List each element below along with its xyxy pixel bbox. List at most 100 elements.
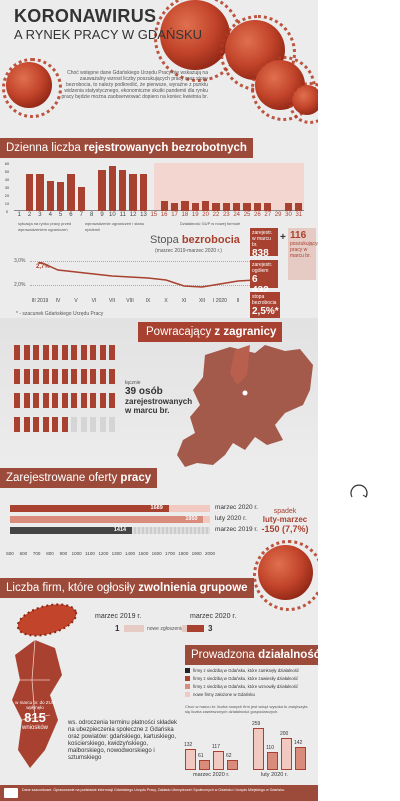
x-tick-label: 6 [69, 212, 73, 218]
business-bar-value: 259 [252, 721, 261, 728]
person-icon [71, 393, 77, 408]
offers-drop: spadek luty-marzec -150 (7,7%) [261, 508, 309, 534]
offer-bar-value: 1414 [113, 527, 127, 533]
person-icon [90, 369, 96, 384]
legend-text: nowe firmy założone w Gdańsku [193, 692, 255, 697]
rate-subtitle: (marzec 2019-marzec 2020 r.) [155, 248, 222, 254]
stat-registered-march: zarejestr. w marcu br. 838 [250, 228, 278, 259]
zus-text: ws. odroczenia terminu płatności składek… [68, 720, 178, 761]
region-borders [20, 640, 51, 721]
x-tick-label: 9 [100, 212, 104, 218]
x-axis: 1 2 3 4 5 6 7 8 9 10 11 12 13 15 16 17 18 19 20 22 23 24 25 26 2… [14, 212, 304, 220]
offer-bar [10, 527, 132, 534]
business-bar-value: 117 [212, 744, 220, 751]
person-icon [23, 369, 30, 384]
month-label: II [236, 298, 240, 304]
virus-illustration [1, 57, 63, 119]
offer-bar-value: 1689 [150, 505, 163, 511]
business-chart: 132 61 117 62 marzec 2020 r. 259 110 200 142 luty… [184, 721, 315, 780]
person-icon [14, 345, 20, 360]
daily-bar [233, 203, 241, 211]
daily-bar [212, 203, 220, 211]
y-tick-label: 20 [4, 193, 10, 198]
x-tick-label: 11 [119, 212, 126, 218]
person-icon [90, 417, 96, 432]
europe-shape [177, 345, 313, 467]
legend-swatch [185, 676, 190, 682]
person-icon [52, 369, 58, 384]
business-bar [199, 760, 210, 770]
legend-item: nowe firmy założone w Gdańsku [185, 692, 255, 698]
x-tick-label: 10 [109, 212, 116, 218]
business-bar [213, 751, 224, 770]
daily-bar [181, 201, 189, 211]
offer-bar [10, 505, 169, 512]
business-bar-value: 110 [266, 745, 274, 752]
business-group-label: luty 2020 r. [261, 772, 288, 778]
layoffs-col2: marzec 2020 r. [190, 613, 237, 620]
x-tick-label: 2 [27, 212, 32, 218]
person-icon [23, 345, 30, 360]
month-label: VIII [126, 298, 134, 304]
virus-illustration [253, 540, 318, 611]
x-tick-label: 20 [202, 212, 209, 218]
logo [4, 788, 18, 798]
person-icon [90, 345, 96, 360]
section-title-layoffs: Liczba firm, które ogłosiły zwolnienia g… [0, 578, 254, 598]
daily-bar [56, 182, 65, 211]
business-bar-value: 132 [184, 741, 193, 748]
person-icon [80, 393, 87, 408]
zus-box: w marcu br. do ZUS wpłynęło 815 wniosków [15, 700, 55, 731]
x-tick-label: 7 [79, 212, 83, 218]
person-icon [23, 393, 30, 408]
person-icon [42, 369, 49, 384]
loading-spinner-icon [350, 484, 368, 498]
rate-y-top: 3,0% [14, 258, 26, 264]
person-icon [71, 417, 77, 432]
offer-bar-label: marzec 2020 r. [215, 504, 258, 511]
daily-chart: 60 50 40 30 20 10 0 1 2 3 4 5 6 7 8 9 10 11 12 13 15 16 17 18 1… [5, 161, 305, 225]
month-label: XI [181, 298, 187, 304]
person-icon [33, 393, 39, 408]
rate-line [39, 262, 257, 288]
y-tick-label: 0 [5, 209, 9, 214]
section-title-daily: Dzienna liczba rejestrowanych bezrobotny… [0, 138, 253, 158]
month-label: IX [145, 298, 151, 304]
person-icon [71, 369, 77, 384]
y-axis: 60 50 40 30 20 10 0 [2, 161, 12, 214]
offer-axis-label: 1800 [178, 551, 189, 556]
offers-x-axis: 500 600 700 800 900 1000 1100 1200 1300 1400 1500 1… [6, 551, 215, 559]
x-tick-label: 16 [160, 212, 168, 218]
x-tick-label: 31 [295, 212, 303, 218]
offer-axis-label: 1400 [124, 551, 135, 556]
daily-bar [129, 174, 137, 211]
person-icon [14, 393, 20, 408]
month-label: XII [198, 298, 206, 304]
y-tick-label: 10 [4, 201, 10, 206]
month-label: I 2020 [213, 298, 227, 304]
legend-swatch [185, 692, 190, 698]
europe-map [177, 345, 313, 467]
offer-axis-label: 1100 [85, 551, 95, 556]
daily-bar [201, 200, 210, 211]
legend-item: firmy z siedzibą w Gdańsku, które wznowi… [185, 684, 298, 690]
month-label: III 2019 [31, 298, 49, 304]
business-bar-value: 200 [280, 730, 289, 737]
legend-swatch [185, 684, 190, 690]
note-new-formula: Działalność GUP w nowej formule [180, 221, 241, 226]
business-note: Choć w marcu br. liczba nowych firm jest… [185, 704, 308, 714]
section-title-returning: Powracający z zagranicy [140, 322, 283, 342]
daily-bar [98, 170, 106, 211]
layoffs-legend: nowe zgłoszenia [147, 626, 184, 632]
offer-axis-label: 2000 [204, 551, 215, 556]
x-tick-label: 26 [254, 212, 261, 218]
x-tick-label: 22 [212, 212, 220, 218]
person-icon [109, 417, 115, 432]
rate-y-bottom: 2,0% [14, 282, 26, 288]
person-icon [80, 417, 87, 432]
y-tick-label: 40 [4, 177, 10, 182]
layoffs-bar2 [187, 625, 204, 632]
daily-bar [160, 201, 168, 211]
x-tick-label: 18 [181, 212, 189, 218]
legend-text: firmy z siedzibą w Gdańsku, które zawies… [193, 676, 299, 681]
